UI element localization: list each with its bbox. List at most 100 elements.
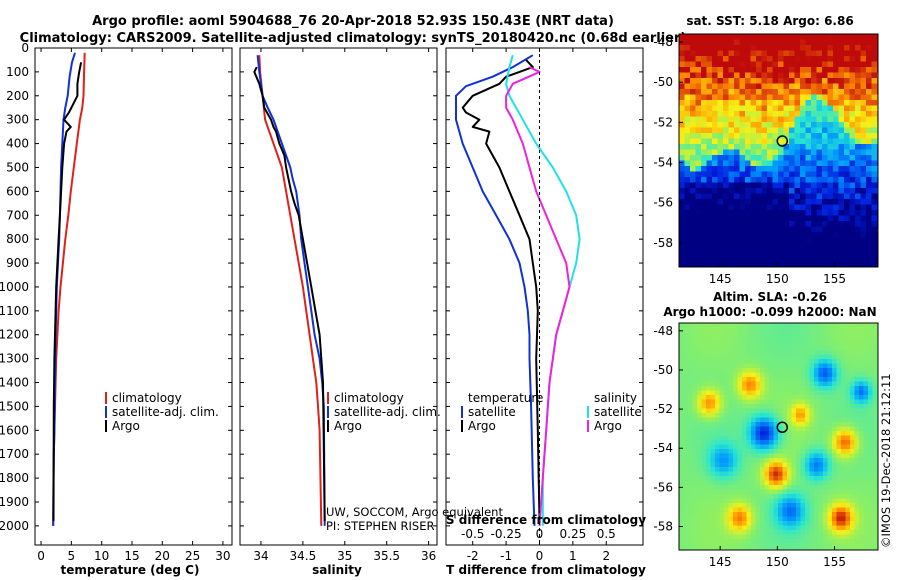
map-cell — [800, 431, 806, 436]
map-cell — [794, 193, 801, 200]
map-cell — [772, 144, 779, 150]
map-cell — [811, 248, 817, 255]
map-cell — [805, 56, 812, 62]
map-cell — [811, 94, 817, 101]
map-cell — [778, 444, 783, 450]
map-cell — [823, 525, 828, 531]
temperature-xlabel: temperature (deg C) — [61, 563, 200, 577]
map-cell — [833, 111, 839, 117]
map-cell — [805, 534, 810, 540]
map-cell — [760, 534, 765, 540]
map-cell — [760, 507, 765, 513]
map-cell — [850, 458, 855, 463]
map-cell — [688, 350, 693, 355]
map-cell — [859, 534, 864, 540]
map-cell — [734, 111, 740, 117]
map-cell — [701, 254, 707, 260]
map-cell — [871, 232, 878, 238]
map-cell — [701, 122, 707, 128]
map-cell — [734, 122, 740, 128]
map-cell — [827, 372, 833, 378]
map-cell — [695, 149, 702, 156]
map-cell — [761, 204, 768, 211]
map-cell — [841, 417, 846, 423]
pressure-tick-label: 800 — [6, 232, 29, 246]
map-cell — [728, 182, 735, 189]
map-cell — [816, 34, 823, 40]
map-cell — [800, 548, 806, 550]
figure-title-line1: Argo profile: aoml 5904688_76 20-Apr-201… — [92, 14, 614, 29]
map-cell — [841, 530, 846, 535]
map-cell — [800, 221, 806, 227]
map-cell — [859, 381, 864, 387]
map-cell — [832, 444, 837, 450]
map-cell — [701, 166, 707, 172]
map-cell — [836, 435, 842, 441]
map-cell — [719, 512, 725, 517]
map-cell — [684, 94, 691, 101]
map-cell — [800, 390, 806, 396]
map-cell — [778, 226, 784, 233]
map-cell — [868, 404, 873, 409]
map-cell — [827, 34, 834, 40]
map-cell — [760, 359, 765, 364]
map-cell — [816, 248, 823, 255]
map-cell — [690, 39, 696, 46]
map-cell — [859, 395, 864, 400]
map-cell — [845, 395, 851, 400]
map-cell — [679, 232, 685, 238]
map-cell — [836, 327, 842, 333]
map-cell — [769, 525, 774, 531]
map-cell — [809, 323, 815, 328]
map-cell — [818, 449, 824, 454]
map-cell — [796, 350, 801, 355]
map-cell — [712, 166, 718, 172]
map-cell — [684, 193, 691, 200]
map-cell — [724, 345, 729, 351]
map-cell — [791, 507, 797, 513]
map-cell — [850, 525, 855, 531]
map-cell — [737, 480, 743, 486]
map-cell — [715, 503, 720, 508]
map-cell — [684, 254, 691, 260]
map-cell — [769, 485, 774, 490]
map-cell — [769, 345, 774, 351]
map-cell — [728, 265, 735, 267]
map-cell — [715, 480, 720, 486]
map-cell — [791, 494, 797, 499]
map-cell — [755, 494, 761, 499]
map-cell — [855, 56, 861, 62]
map-cell — [706, 462, 711, 468]
map-cell — [769, 440, 774, 445]
map-cell — [836, 503, 842, 508]
map-cell — [805, 462, 810, 468]
map-cell — [800, 210, 806, 216]
map-cell — [767, 34, 773, 40]
map-cell — [854, 372, 860, 378]
map-cell — [859, 413, 864, 418]
map-cell — [854, 354, 860, 360]
map-cell — [684, 166, 691, 172]
map-cell — [855, 116, 861, 123]
map-cell — [695, 72, 702, 79]
map-cell — [701, 50, 707, 57]
map-cell — [805, 359, 810, 364]
temperature-panel: 0 5 10 15 20 25 30 — [37, 48, 231, 563]
map-cell — [791, 422, 797, 427]
map-cell — [728, 237, 735, 244]
map-cell — [692, 327, 698, 333]
map-cell — [814, 480, 819, 486]
map-cell — [778, 39, 784, 46]
map-cell — [814, 332, 819, 337]
map-cell — [778, 399, 783, 405]
map-cell — [679, 237, 685, 244]
map-cell — [778, 193, 784, 200]
map-cell — [778, 160, 784, 167]
map-cell — [761, 226, 768, 233]
map-cell — [871, 248, 878, 255]
map-cell — [723, 105, 729, 112]
map-cell — [811, 34, 817, 40]
map-cell — [688, 449, 693, 454]
map-cell — [761, 50, 768, 57]
map-cell — [761, 94, 768, 101]
